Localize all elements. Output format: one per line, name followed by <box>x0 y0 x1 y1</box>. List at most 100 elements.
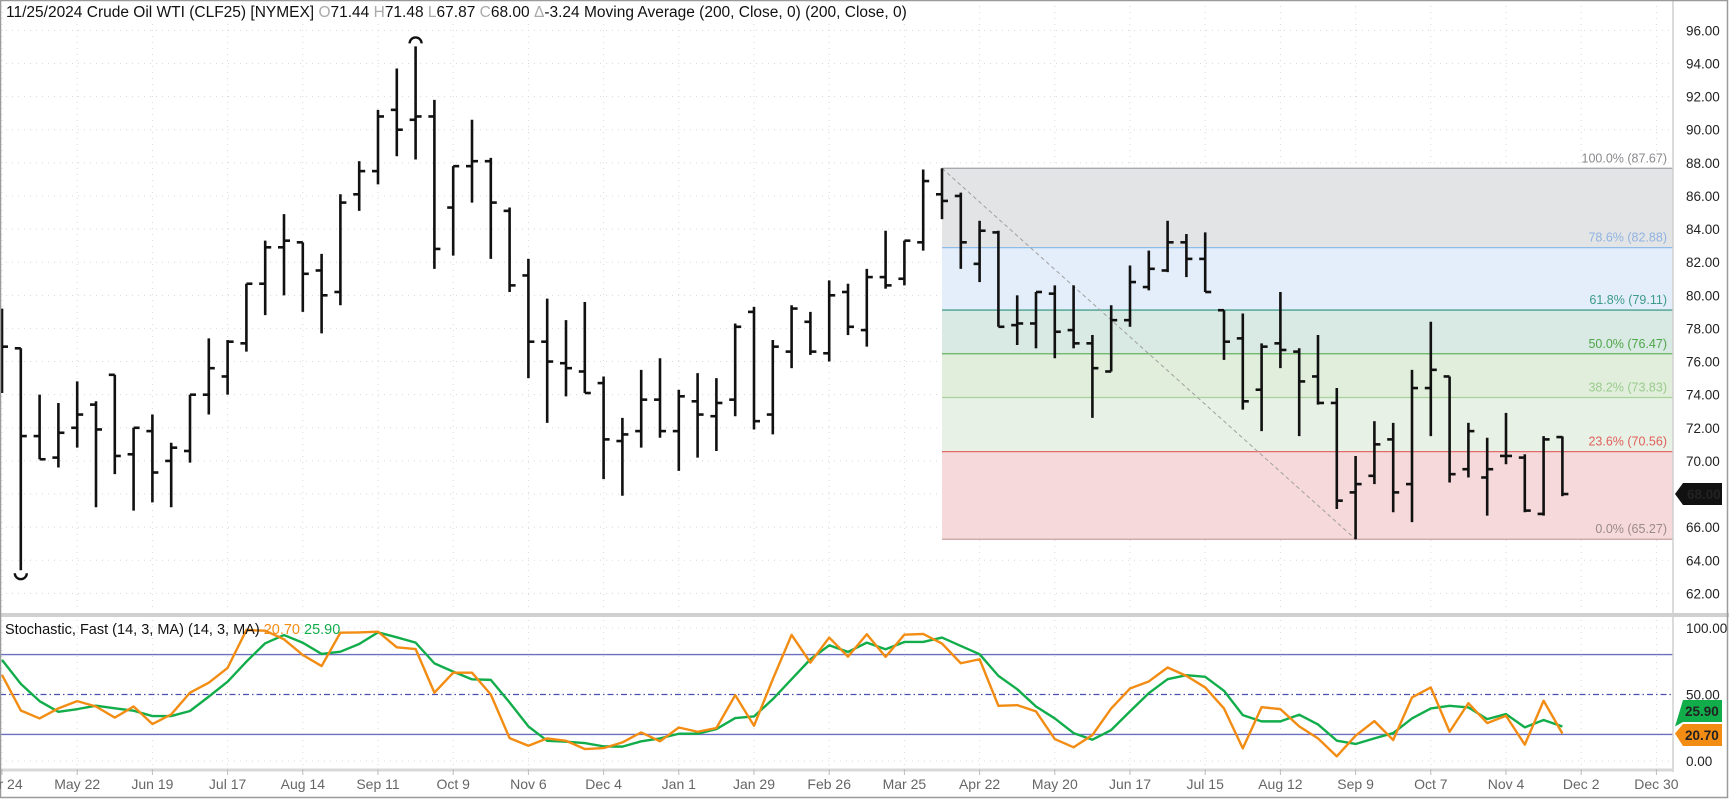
fib-level-label: 100.0% (87.67) <box>1582 151 1667 165</box>
ohlc-bar <box>616 417 629 496</box>
ohlc-bar <box>1255 343 1268 432</box>
open-label: O <box>318 4 331 21</box>
stochastic-axis-label: 100.00 <box>1686 621 1727 636</box>
ohlc-bar <box>52 402 65 468</box>
ohlc-bar <box>823 280 836 362</box>
ohlc-bar <box>466 119 478 203</box>
panel-divider[interactable] <box>0 613 1729 617</box>
fib-band <box>942 397 1673 452</box>
ohlc-bar <box>1406 369 1418 523</box>
header-instrument[interactable]: Crude Oil WTI (CLF25) [NYMEX] <box>86 4 315 21</box>
stochastic-value-badge <box>1675 724 1722 746</box>
ohlc-bar <box>296 241 309 312</box>
ohlc-bar <box>503 207 516 293</box>
price-axis-label: 76.00 <box>1686 355 1720 370</box>
ohlc-bar <box>898 239 911 286</box>
time-axis-label: Mar 25 <box>883 776 927 792</box>
stochastic-reference-lines <box>0 653 1673 736</box>
ohlc-bar <box>202 338 215 415</box>
time-axis-label: Nov 6 <box>510 776 547 792</box>
fibonacci-retracement: 100.0% (87.67) 78.6% (82.88) 61.8% (79.11)… <box>941 151 1673 540</box>
price-axis-label: 86.00 <box>1686 189 1720 204</box>
ohlc-bar <box>390 68 403 157</box>
ohlc-bar <box>710 378 723 451</box>
ohlc-bar <box>1180 234 1193 278</box>
ohlc-bar <box>522 258 535 379</box>
time-axis-label: Dec 4 <box>585 776 622 792</box>
high-label: H <box>373 4 385 21</box>
ohlc-bar <box>1537 436 1550 516</box>
fib-band <box>942 168 1673 248</box>
low-label: L <box>427 4 437 21</box>
ohlc-bar <box>334 194 347 306</box>
time-axis-label: May 22 <box>54 776 100 792</box>
ohlc-bar <box>1481 437 1494 516</box>
gridlines <box>0 0 1673 768</box>
moving-average-study[interactable]: Moving Average (200, Close, 0) <box>583 4 801 21</box>
time-axis-label: Dec 2 <box>1563 776 1600 792</box>
ohlc-bar <box>842 283 854 336</box>
stochastic-k-line <box>0 628 1564 758</box>
close-value: 68.00 <box>490 4 530 21</box>
stochastic-study[interactable]: Stochastic, Fast (14, 3, MA) <box>5 622 184 638</box>
ohlc-bar <box>1086 335 1099 418</box>
ohlc-bar <box>766 340 779 435</box>
time-axis-label: Aug 12 <box>1258 776 1303 792</box>
ohlc-bar <box>221 340 234 395</box>
price-axis-label: 82.00 <box>1686 255 1720 270</box>
ohlc-bar <box>954 192 967 269</box>
ohlc-bar <box>1236 313 1249 410</box>
time-axis-label: Apr 24 <box>0 776 23 792</box>
fib-trend-line <box>941 167 1356 540</box>
price-axis-label: 92.00 <box>1686 90 1720 105</box>
price-axis-label: 66.00 <box>1686 520 1720 535</box>
ohlc-bar <box>1349 455 1362 540</box>
open-value: 71.44 <box>330 4 370 21</box>
ohlc-bar <box>1218 308 1230 360</box>
time-axis-label: Jun 19 <box>131 776 173 792</box>
ohlc-bar <box>1312 335 1324 405</box>
time-axis-label: Oct 7 <box>1414 776 1448 792</box>
time-axis-label: Sep 9 <box>1337 776 1374 792</box>
ohlc-bar <box>108 373 121 475</box>
price-axis-label: 74.00 <box>1686 388 1720 403</box>
price-axis-label: 80.00 <box>1686 288 1720 303</box>
ohlc-bar <box>541 298 554 423</box>
fib-band <box>942 353 1673 398</box>
time-axis-label: Jan 29 <box>733 776 775 792</box>
stochastic-value-badge <box>1675 700 1722 727</box>
close-label: C <box>479 4 491 21</box>
stochastic-axis-label: 50.00 <box>1686 688 1720 703</box>
stochastic-params: (14, 3, MA) <box>187 622 260 638</box>
stochastic-value-label: 20.70 <box>1685 728 1719 743</box>
stochastic-axis-label: 0.00 <box>1686 754 1712 769</box>
ohlc-bar <box>973 220 986 283</box>
ohlc-bar <box>1067 285 1080 349</box>
ohlc-bar <box>879 230 892 289</box>
ohlc-bar <box>1199 232 1212 294</box>
time-axis-label: Dec 30 <box>1634 776 1679 792</box>
stochastic-k-value: 20.70 <box>263 622 300 638</box>
ohlc-bar <box>447 164 460 256</box>
ohlc-bar <box>1330 388 1343 509</box>
ohlc-bar <box>1048 285 1061 359</box>
price-axis[interactable]: 62.00 64.00 66.00 68.00 70.00 72.00 74.00 76.00… <box>1686 23 1720 601</box>
ohlc-bar <box>917 169 930 251</box>
price-axis-label: 64.00 <box>1686 553 1720 568</box>
price-axis-label: 94.00 <box>1686 56 1720 71</box>
price-axis-label: 70.00 <box>1686 454 1720 469</box>
ohlc-bar <box>560 320 572 397</box>
ohlc-bar <box>1142 250 1155 291</box>
ohlc-bar <box>1443 375 1456 483</box>
low-value: 67.87 <box>436 4 476 21</box>
last-price-badge <box>1675 483 1722 506</box>
price-axis-label: 84.00 <box>1686 222 1720 237</box>
ohlc-bar <box>14 347 27 571</box>
moving-average-params: (200, Close, 0) <box>805 4 907 21</box>
ohlc-bar <box>1424 321 1437 437</box>
ohlc-bar <box>1368 421 1381 485</box>
ohlc-bar <box>484 157 497 259</box>
